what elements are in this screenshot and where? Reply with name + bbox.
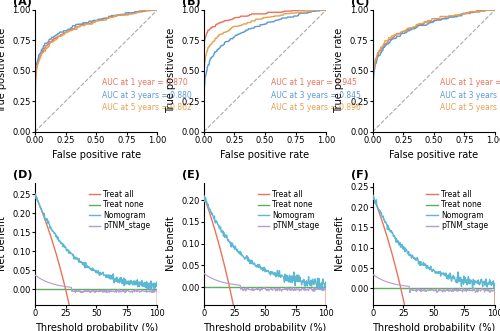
Y-axis label: True positive rate: True positive rate bbox=[166, 28, 175, 114]
Text: AUC at 1 year = 0.872: AUC at 1 year = 0.872 bbox=[440, 78, 500, 87]
Text: (B): (B) bbox=[182, 0, 201, 8]
Text: AUC at 1 year = 0.870: AUC at 1 year = 0.870 bbox=[102, 78, 188, 87]
Text: AUC at 3 years = 0.845: AUC at 3 years = 0.845 bbox=[271, 91, 361, 100]
Text: AUC at 1 year = 0.945: AUC at 1 year = 0.945 bbox=[271, 78, 357, 87]
Y-axis label: True positive rate: True positive rate bbox=[0, 28, 7, 114]
X-axis label: False positive rate: False positive rate bbox=[220, 150, 310, 161]
Text: AUC at 3 years = 0.880: AUC at 3 years = 0.880 bbox=[102, 91, 192, 100]
Y-axis label: Net benefit: Net benefit bbox=[0, 216, 7, 271]
Legend: Treat all, Treat none, Nomogram, pTNM_stage: Treat all, Treat none, Nomogram, pTNM_st… bbox=[424, 187, 491, 233]
Text: AUC at 3 years = 0.862: AUC at 3 years = 0.862 bbox=[440, 91, 500, 100]
Text: (D): (D) bbox=[13, 170, 32, 180]
X-axis label: Threshold probability (%): Threshold probability (%) bbox=[204, 323, 326, 331]
X-axis label: False positive rate: False positive rate bbox=[52, 150, 141, 161]
Text: AUC at 5 years = 0.877: AUC at 5 years = 0.877 bbox=[440, 103, 500, 112]
Legend: Treat all, Treat none, Nomogram, pTNM_stage: Treat all, Treat none, Nomogram, pTNM_st… bbox=[86, 187, 154, 233]
Legend: Treat all, Treat none, Nomogram, pTNM_stage: Treat all, Treat none, Nomogram, pTNM_st… bbox=[254, 187, 322, 233]
X-axis label: Threshold probability (%): Threshold probability (%) bbox=[34, 323, 158, 331]
Y-axis label: Net benefit: Net benefit bbox=[334, 216, 344, 271]
X-axis label: Threshold probability (%): Threshold probability (%) bbox=[372, 323, 496, 331]
Text: (F): (F) bbox=[350, 170, 368, 180]
Text: (A): (A) bbox=[13, 0, 32, 8]
Text: (C): (C) bbox=[350, 0, 369, 8]
X-axis label: False positive rate: False positive rate bbox=[390, 150, 478, 161]
Text: (E): (E) bbox=[182, 170, 200, 180]
Y-axis label: Net benefit: Net benefit bbox=[166, 216, 175, 271]
Text: AUC at 5 years = 0.896: AUC at 5 years = 0.896 bbox=[271, 103, 361, 112]
Text: AUC at 5 years = 0.862: AUC at 5 years = 0.862 bbox=[102, 103, 192, 112]
Y-axis label: True positive rate: True positive rate bbox=[334, 28, 344, 114]
